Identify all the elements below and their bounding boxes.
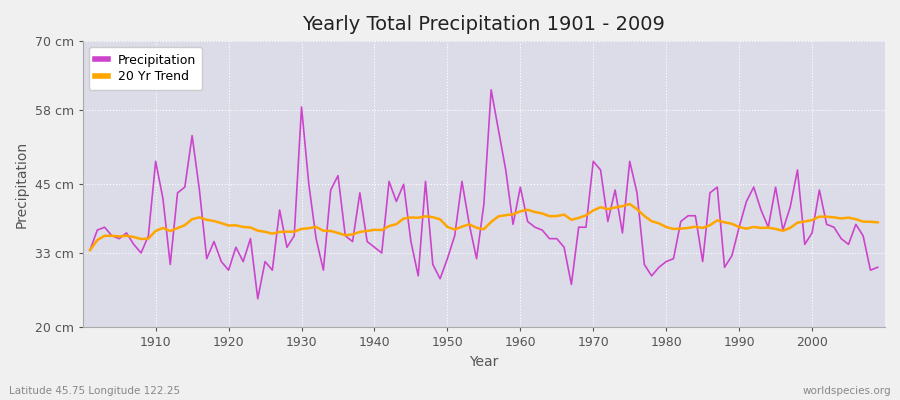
20 Yr Trend	[143, 236, 154, 241]
Precipitation	[252, 296, 263, 301]
Legend: Precipitation, 20 Yr Trend: Precipitation, 20 Yr Trend	[89, 47, 202, 90]
20 Yr Trend	[515, 209, 526, 214]
Title: Yearly Total Precipitation 1901 - 2009: Yearly Total Precipitation 1901 - 2009	[302, 15, 665, 34]
Precipitation	[486, 87, 497, 92]
Text: worldspecies.org: worldspecies.org	[803, 386, 891, 396]
20 Yr Trend	[347, 232, 358, 237]
Precipitation	[617, 230, 628, 235]
20 Yr Trend	[85, 248, 95, 252]
X-axis label: Year: Year	[469, 355, 499, 369]
20 Yr Trend	[508, 212, 518, 217]
Text: Latitude 45.75 Longitude 122.25: Latitude 45.75 Longitude 122.25	[9, 386, 180, 396]
20 Yr Trend	[872, 220, 883, 225]
20 Yr Trend	[625, 202, 635, 206]
Line: Precipitation: Precipitation	[90, 90, 878, 299]
Precipitation	[355, 190, 365, 195]
Precipitation	[522, 219, 533, 224]
Precipitation	[143, 233, 154, 238]
20 Yr Trend	[602, 207, 613, 212]
Precipitation	[85, 248, 95, 252]
Precipitation	[529, 225, 540, 230]
Precipitation	[310, 236, 321, 241]
20 Yr Trend	[303, 226, 314, 231]
Line: 20 Yr Trend: 20 Yr Trend	[90, 204, 878, 250]
Precipitation	[872, 265, 883, 270]
Y-axis label: Precipitation: Precipitation	[15, 141, 29, 228]
